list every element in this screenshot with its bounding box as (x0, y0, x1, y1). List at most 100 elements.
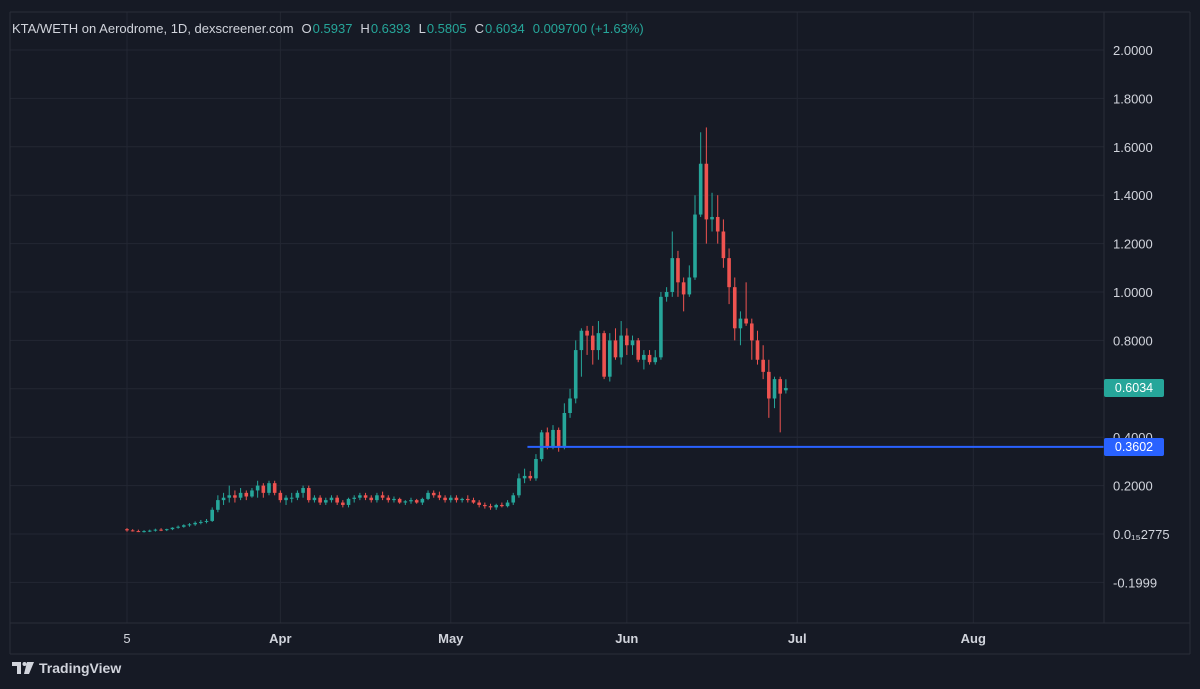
candle-body (386, 497, 391, 501)
symbol-legend: KTA/WETH on Aerodrome, 1D, dexscreener.c… (12, 21, 644, 36)
candle-body (545, 432, 550, 447)
candle-body (295, 492, 300, 498)
candle-body (153, 529, 158, 531)
candle-body (596, 333, 601, 351)
candle-body (767, 371, 771, 399)
candle-body (505, 502, 510, 507)
candle-body (528, 475, 533, 479)
candle-body (738, 318, 743, 329)
candle-body (539, 432, 544, 459)
candle-body (466, 498, 470, 501)
y-tick-label: 0.0₁₅2775 (1113, 527, 1170, 542)
horizontal-line-badge[interactable]: 0.3602 (1104, 437, 1164, 456)
candle-body (363, 495, 368, 498)
x-tick-label: Jun (615, 631, 638, 646)
candle-body (732, 287, 737, 329)
candle-body (585, 330, 589, 336)
x-tick-label: 5 (123, 631, 130, 646)
last-price-badge: 0.6034 (1104, 378, 1164, 397)
candles (125, 127, 788, 533)
candle-body (244, 492, 249, 497)
brand-name: TradingView (39, 660, 122, 676)
x-tick-label: May (438, 631, 464, 646)
candle-body (346, 498, 351, 505)
x-tick-label: Aug (961, 631, 986, 646)
close-value: 0.6034 (484, 21, 525, 36)
candle-body (324, 500, 328, 503)
candle-body (375, 495, 379, 501)
candle-body (182, 525, 186, 527)
candle-body (647, 354, 652, 363)
candle-body (477, 502, 481, 505)
candle-body (659, 296, 663, 358)
candle-body (289, 497, 294, 499)
candle-body (159, 529, 163, 531)
candle-body (329, 497, 334, 501)
candle-body (483, 504, 487, 507)
candle-body (608, 340, 612, 377)
candle-body (619, 335, 623, 358)
candle-body (267, 483, 271, 493)
candle-body (369, 497, 374, 501)
y-tick-label: 1.4000 (1113, 188, 1153, 203)
candle-body (125, 529, 129, 531)
candle-body (511, 495, 516, 503)
candle-body (426, 492, 430, 499)
candle-body (147, 530, 152, 532)
symbol-title[interactable]: KTA/WETH on Aerodrome, 1D, dexscreener.c… (12, 21, 294, 36)
candle-body (500, 504, 504, 507)
candle-body (210, 509, 214, 521)
candle-body (602, 333, 606, 377)
candle-body (403, 501, 408, 503)
candle-body (414, 500, 419, 503)
candle-body (784, 387, 788, 391)
open-label: O (301, 21, 312, 36)
candle-body (301, 488, 305, 493)
candle-body (306, 488, 311, 501)
candle-body (312, 497, 317, 501)
candle-body (721, 231, 726, 259)
candle-body (715, 216, 720, 232)
low-value: 0.5805 (426, 21, 467, 36)
candle-body (136, 531, 141, 533)
candle-body (431, 492, 436, 496)
y-tick-label: 2.0000 (1113, 43, 1153, 58)
close-label: C (474, 21, 484, 36)
candle-body (193, 522, 197, 525)
candle-body (664, 292, 669, 297)
candle-body (471, 500, 476, 503)
price-axis[interactable]: 2.0000 1.8000 1.6000 1.4000 1.2000 1.0000 0.80… (1113, 43, 1170, 590)
candle-body (517, 478, 521, 496)
candle-body (494, 504, 498, 508)
x-tick-label: Jul (788, 631, 807, 646)
y-tick-label: -0.1999 (1113, 575, 1157, 590)
candle-body (261, 485, 266, 493)
candle-body (630, 340, 635, 346)
y-tick-label: 0.8000 (1113, 333, 1153, 348)
candle-body (255, 485, 260, 491)
y-tick-label: 1.6000 (1113, 140, 1153, 155)
candle-body (250, 490, 254, 497)
candle-body (579, 330, 584, 351)
candle-body (676, 258, 680, 283)
candle-body (551, 429, 555, 447)
candle-body (488, 506, 493, 508)
candle-body (642, 354, 646, 360)
y-tick-label: 0.2000 (1113, 479, 1153, 494)
candle-body (272, 483, 277, 493)
candle-body (437, 495, 442, 498)
candle-body (443, 497, 447, 501)
candle-body (704, 163, 709, 220)
candle-body (233, 495, 237, 498)
candle-body (727, 258, 731, 288)
candle-body (227, 495, 232, 498)
candle-body (454, 497, 459, 501)
candle-body (772, 379, 777, 399)
candle-body (142, 531, 146, 533)
tradingview-brand[interactable]: TradingView (12, 660, 121, 676)
candle-body (534, 458, 538, 479)
time-axis[interactable]: 5 Apr May Jun Jul Aug (123, 631, 986, 646)
candle-body (409, 500, 413, 502)
candle-body (681, 282, 686, 295)
